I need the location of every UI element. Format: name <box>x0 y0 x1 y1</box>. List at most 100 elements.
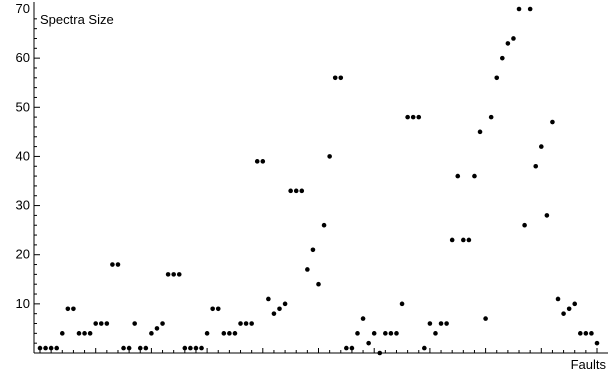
data-point <box>455 173 461 179</box>
data-point <box>305 267 310 272</box>
data-point <box>332 75 338 81</box>
y-tick-label: 70 <box>16 1 30 16</box>
data-point <box>115 262 121 267</box>
data-point <box>188 345 193 351</box>
data-point <box>43 345 48 351</box>
data-point <box>204 331 210 336</box>
y-tick-label: 10 <box>16 296 30 311</box>
y-axis-title: Spectra Size <box>40 12 114 27</box>
data-point <box>227 331 232 336</box>
data-point <box>182 345 188 351</box>
data-point <box>321 222 327 228</box>
data-point <box>143 345 149 351</box>
data-point <box>232 331 238 336</box>
data-point <box>299 188 305 194</box>
data-point <box>371 331 377 336</box>
data-point <box>505 41 511 46</box>
data-point <box>488 114 494 120</box>
data-point <box>110 262 115 267</box>
data-point <box>277 306 282 312</box>
data-point <box>483 316 488 321</box>
data-point <box>165 272 171 277</box>
data-point <box>399 301 405 307</box>
y-tick-label: 60 <box>16 50 30 65</box>
data-point <box>405 114 410 120</box>
data-point <box>383 331 388 336</box>
data-point <box>215 306 221 312</box>
data-point <box>126 345 132 351</box>
data-point <box>377 350 383 356</box>
y-tick-label: 30 <box>16 198 30 213</box>
data-point <box>544 213 550 218</box>
data-point <box>54 345 60 351</box>
data-point <box>472 173 477 179</box>
data-point <box>427 321 433 326</box>
y-tick-label: 50 <box>16 99 30 114</box>
data-point <box>527 6 533 12</box>
data-point <box>260 159 266 164</box>
data-point <box>154 326 160 331</box>
data-point <box>104 321 110 326</box>
data-point <box>59 331 65 336</box>
data-point <box>327 154 332 159</box>
y-tick-label: 20 <box>16 247 30 262</box>
data-point <box>288 188 293 194</box>
data-point <box>577 331 583 336</box>
data-point <box>193 345 199 351</box>
data-point <box>282 301 288 307</box>
data-point <box>539 144 544 149</box>
data-point <box>494 75 500 81</box>
data-point <box>388 331 394 336</box>
data-point <box>221 331 227 336</box>
data-point <box>522 222 527 228</box>
data-point <box>461 237 466 243</box>
data-point <box>349 345 355 351</box>
data-point <box>93 321 98 326</box>
data-point <box>98 321 104 326</box>
data-point <box>589 331 594 336</box>
data-point <box>249 321 254 326</box>
data-point <box>199 345 204 351</box>
data-point <box>65 306 71 312</box>
data-point <box>316 281 321 287</box>
data-point <box>516 6 522 12</box>
y-tick-label: 40 <box>16 148 30 163</box>
data-point <box>254 159 260 164</box>
data-point <box>355 331 360 336</box>
data-point <box>37 345 43 351</box>
data-point <box>82 331 87 336</box>
data-point <box>293 188 299 194</box>
data-point <box>48 345 54 351</box>
data-point <box>433 331 438 336</box>
data-point <box>444 321 449 326</box>
data-point <box>466 237 472 243</box>
y-ticks: 10 20 30 40 50 60 70 <box>16 1 40 344</box>
data-point <box>132 321 137 326</box>
data-point <box>477 129 483 135</box>
data-point <box>500 55 505 61</box>
data-point <box>76 331 82 336</box>
data-point <box>583 331 589 336</box>
data-point <box>149 331 154 336</box>
data-point <box>171 272 176 277</box>
data-point <box>394 331 399 336</box>
data-point <box>121 345 126 351</box>
data-point <box>87 331 93 336</box>
data-point <box>533 163 539 169</box>
data-point <box>555 296 561 302</box>
data-point <box>137 345 143 351</box>
axes <box>33 2 608 354</box>
data-points <box>37 6 600 356</box>
data-point <box>566 306 572 312</box>
data-point <box>271 311 277 316</box>
data-point <box>176 272 182 277</box>
data-point <box>266 296 271 302</box>
data-point <box>344 345 349 351</box>
data-point <box>360 316 366 321</box>
data-point <box>366 340 371 346</box>
data-point <box>449 237 455 243</box>
data-point <box>243 321 249 326</box>
data-point <box>160 321 165 326</box>
data-point <box>594 340 600 346</box>
